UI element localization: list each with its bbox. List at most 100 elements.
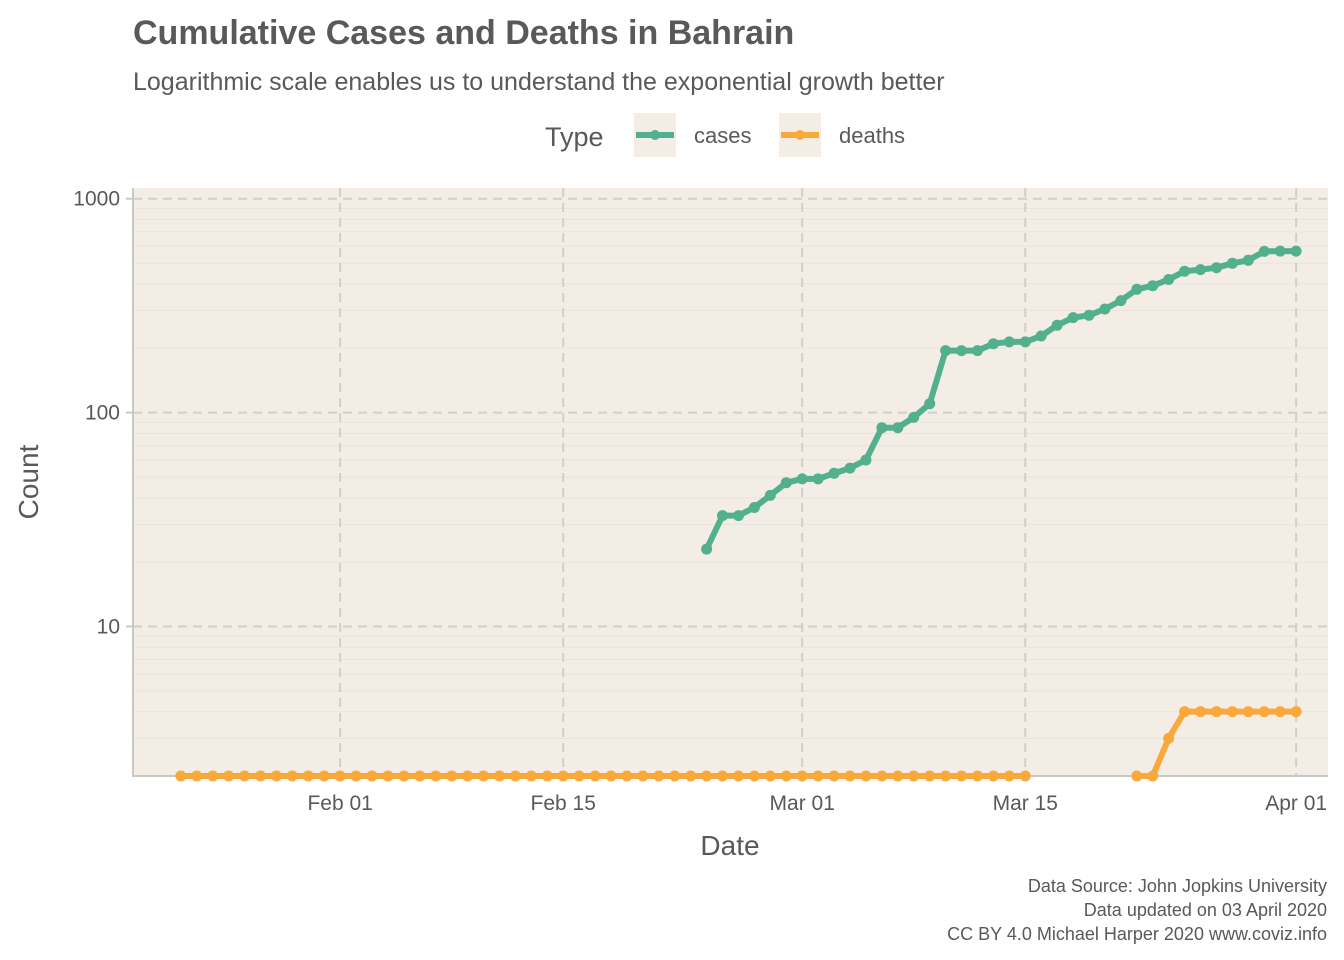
data-point-cases	[987, 338, 999, 350]
data-point-deaths	[605, 770, 617, 782]
legend: Type cases deaths	[545, 113, 905, 157]
data-point-cases	[1083, 309, 1095, 321]
data-point-deaths	[1226, 706, 1238, 718]
data-point-deaths	[1242, 706, 1254, 718]
data-point-deaths	[812, 770, 824, 782]
data-point-deaths	[175, 770, 187, 782]
data-point-cases	[844, 462, 856, 474]
data-point-deaths	[1179, 706, 1191, 718]
data-point-deaths	[573, 770, 585, 782]
data-point-cases	[1051, 319, 1063, 331]
data-point-deaths	[207, 770, 219, 782]
data-point-deaths	[844, 770, 856, 782]
data-point-cases	[780, 477, 792, 489]
data-point-deaths	[478, 770, 489, 782]
data-point-deaths	[717, 770, 728, 782]
data-point-deaths	[1195, 706, 1206, 718]
data-point-cases	[733, 510, 744, 522]
y-tick-label: 1000	[73, 188, 120, 211]
data-point-cases	[1290, 245, 1302, 257]
data-point-deaths	[924, 770, 936, 782]
data-point-cases	[796, 473, 808, 485]
data-point-deaths	[541, 770, 553, 782]
data-point-deaths	[286, 770, 298, 782]
caption-license: CC BY 4.0 Michael Harper 2020 www.coviz.…	[947, 924, 1327, 944]
data-point-deaths	[796, 770, 808, 782]
data-point-deaths	[414, 770, 426, 782]
x-axis-title: Date	[700, 830, 759, 861]
data-point-deaths	[366, 770, 378, 782]
data-point-deaths	[1163, 732, 1175, 744]
data-point-deaths	[191, 770, 203, 782]
legend-point-deaths	[795, 130, 805, 140]
data-point-cases	[1131, 283, 1143, 295]
y-axis-title: Count	[13, 444, 44, 519]
series-layer	[175, 245, 1302, 782]
data-point-cases	[1099, 303, 1111, 315]
data-point-deaths	[637, 770, 649, 782]
data-point-deaths	[908, 770, 920, 782]
data-point-cases	[1067, 312, 1079, 324]
data-point-deaths	[398, 770, 410, 782]
data-point-deaths	[350, 770, 362, 782]
series-cases	[701, 245, 1302, 555]
data-point-cases	[1035, 330, 1047, 342]
data-point-deaths	[780, 770, 792, 782]
series-deaths	[175, 706, 1302, 782]
data-point-deaths	[430, 770, 442, 782]
data-point-cases	[1147, 280, 1159, 292]
data-point-cases	[701, 543, 713, 555]
x-tick-label: Apr 01	[1265, 792, 1327, 815]
data-point-deaths	[892, 770, 904, 782]
data-point-deaths	[1211, 706, 1222, 718]
legend-label-cases: cases	[694, 123, 751, 148]
data-point-deaths	[972, 770, 983, 782]
data-point-deaths	[382, 770, 394, 782]
data-point-deaths	[557, 770, 569, 782]
data-point-deaths	[462, 770, 474, 782]
data-point-cases	[1003, 336, 1015, 348]
legend-point-cases	[650, 130, 660, 140]
data-point-deaths	[1258, 706, 1270, 718]
data-point-deaths	[1290, 706, 1302, 718]
data-point-cases	[828, 467, 840, 479]
data-point-cases	[1211, 262, 1222, 274]
chart-subtitle: Logarithmic scale enables us to understa…	[133, 68, 945, 96]
data-point-deaths	[270, 770, 282, 782]
data-point-cases	[956, 345, 967, 357]
data-point-cases	[972, 345, 983, 357]
data-point-deaths	[1147, 770, 1159, 782]
data-point-deaths	[701, 770, 713, 782]
data-point-cases	[1019, 336, 1031, 348]
caption-source: Data Source: John Jopkins University	[1028, 876, 1327, 896]
data-point-deaths	[255, 770, 266, 782]
data-point-deaths	[302, 770, 314, 782]
plot-panel	[133, 188, 1328, 776]
data-point-deaths	[1003, 770, 1015, 782]
chart-title: Cumulative Cases and Deaths in Bahrain	[133, 14, 794, 52]
data-point-cases	[764, 489, 776, 501]
data-point-deaths	[685, 770, 697, 782]
data-point-deaths	[764, 770, 776, 782]
data-point-deaths	[748, 770, 760, 782]
data-point-deaths	[318, 770, 330, 782]
data-point-deaths	[589, 770, 601, 782]
data-point-cases	[717, 510, 728, 522]
data-point-deaths	[828, 770, 840, 782]
data-point-deaths	[525, 770, 537, 782]
data-point-cases	[908, 411, 920, 423]
data-point-deaths	[733, 770, 744, 782]
caption-updated: Data updated on 03 April 2020	[1084, 900, 1327, 920]
data-point-deaths	[653, 770, 665, 782]
y-tick-label: 10	[97, 615, 120, 638]
data-point-cases	[1274, 245, 1286, 257]
data-point-cases	[812, 473, 824, 485]
data-point-cases	[940, 345, 952, 357]
data-point-deaths	[987, 770, 999, 782]
data-point-cases	[876, 422, 888, 434]
data-point-cases	[1163, 274, 1175, 285]
data-point-deaths	[509, 770, 521, 782]
data-point-cases	[1226, 257, 1238, 269]
x-tick-labels: Feb 01 Feb 15 Mar 01 Mar 15 Apr 01	[307, 792, 1327, 815]
